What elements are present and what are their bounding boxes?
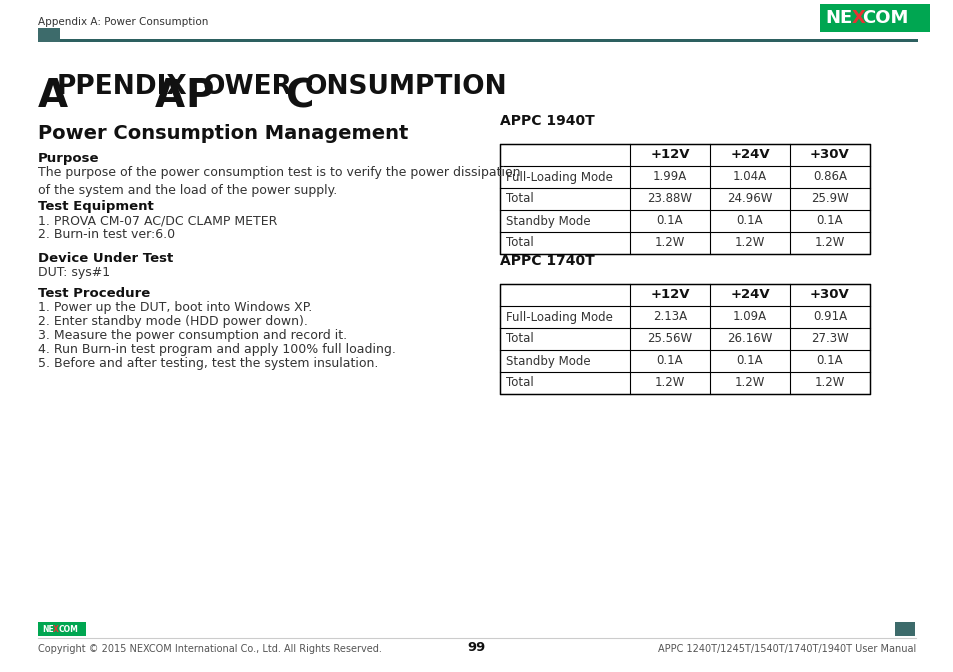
Text: 0.1A: 0.1A (656, 214, 682, 228)
Text: 5. Before and after testing, test the system insulation.: 5. Before and after testing, test the sy… (38, 357, 378, 370)
Text: 1.2W: 1.2W (654, 237, 684, 249)
Text: The purpose of the power consumption test is to verify the power dissipation
of : The purpose of the power consumption tes… (38, 166, 520, 197)
Text: Copyright © 2015 NEXCOM International Co., Ltd. All Rights Reserved.: Copyright © 2015 NEXCOM International Co… (38, 644, 381, 654)
Text: PPENDIX: PPENDIX (57, 74, 188, 100)
Text: 0.91A: 0.91A (812, 310, 846, 323)
Text: OWER: OWER (203, 74, 293, 100)
Text: ONSUMPTION: ONSUMPTION (305, 74, 507, 100)
Text: 2.13A: 2.13A (652, 310, 686, 323)
Text: Total: Total (505, 333, 533, 345)
Text: Standby Mode: Standby Mode (505, 355, 590, 368)
Text: +24V: +24V (729, 149, 769, 161)
Text: X: X (851, 9, 865, 27)
Text: Full-Loading Mode: Full-Loading Mode (505, 171, 612, 183)
Text: 0.1A: 0.1A (736, 214, 762, 228)
Text: NE: NE (42, 624, 53, 634)
Bar (38, 622, 86, 636)
Text: COM: COM (59, 624, 79, 634)
Text: P: P (185, 77, 213, 115)
Text: 99: 99 (467, 641, 486, 654)
Text: 0.86A: 0.86A (812, 171, 846, 183)
Bar (38, 39, 917, 42)
Text: :: : (170, 74, 180, 100)
Text: APPC 1940T: APPC 1940T (499, 114, 594, 128)
Text: 1.09A: 1.09A (732, 310, 766, 323)
Text: 27.3W: 27.3W (810, 333, 848, 345)
Bar (499, 144, 869, 254)
Text: 26.16W: 26.16W (726, 333, 772, 345)
Text: +30V: +30V (809, 288, 849, 302)
Text: 4. Run Burn-in test program and apply 100% full loading.: 4. Run Burn-in test program and apply 10… (38, 343, 395, 356)
Text: 1.2W: 1.2W (814, 376, 844, 390)
Text: A: A (154, 77, 185, 115)
Bar (894, 622, 914, 636)
Text: 1.04A: 1.04A (732, 171, 766, 183)
Text: Standby Mode: Standby Mode (505, 214, 590, 228)
Text: 0.1A: 0.1A (816, 214, 842, 228)
Text: Total: Total (505, 237, 533, 249)
Text: +24V: +24V (729, 288, 769, 302)
Bar (38, 28, 60, 42)
Text: DUT: sys#1: DUT: sys#1 (38, 266, 110, 279)
Text: X: X (53, 624, 59, 634)
Text: Test Procedure: Test Procedure (38, 287, 150, 300)
Text: 1.2W: 1.2W (734, 376, 764, 390)
Text: Full-Loading Mode: Full-Loading Mode (505, 310, 612, 323)
Text: 3. Measure the power consumption and record it.: 3. Measure the power consumption and rec… (38, 329, 347, 342)
Text: Total: Total (505, 192, 533, 206)
Text: 1. PROVA CM-07 AC/DC CLAMP METER: 1. PROVA CM-07 AC/DC CLAMP METER (38, 214, 277, 227)
Text: 2. Enter standby mode (HDD power down).: 2. Enter standby mode (HDD power down). (38, 315, 308, 328)
Text: APPC 1240T/1245T/1540T/1740T/1940T User Manual: APPC 1240T/1245T/1540T/1740T/1940T User … (657, 644, 915, 654)
Text: A: A (38, 77, 68, 115)
Text: Purpose: Purpose (38, 152, 99, 165)
Text: +30V: +30V (809, 149, 849, 161)
Text: 25.56W: 25.56W (647, 333, 692, 345)
Text: 0.1A: 0.1A (656, 355, 682, 368)
Text: Total: Total (505, 376, 533, 390)
Text: Power Consumption Management: Power Consumption Management (38, 124, 408, 143)
FancyBboxPatch shape (820, 4, 929, 32)
Text: 25.9W: 25.9W (810, 192, 848, 206)
Text: 1.99A: 1.99A (652, 171, 686, 183)
Text: Test Equipment: Test Equipment (38, 200, 153, 213)
Text: 1.2W: 1.2W (654, 376, 684, 390)
Text: 0.1A: 0.1A (816, 355, 842, 368)
Text: +12V: +12V (650, 288, 689, 302)
Text: COM: COM (862, 9, 907, 27)
Bar (499, 284, 869, 394)
Text: APPC 1740T: APPC 1740T (499, 254, 594, 268)
Text: Device Under Test: Device Under Test (38, 252, 173, 265)
Text: 24.96W: 24.96W (726, 192, 772, 206)
Text: 2. Burn-in test ver:6.0: 2. Burn-in test ver:6.0 (38, 228, 175, 241)
Text: 23.88W: 23.88W (647, 192, 692, 206)
Text: 1.2W: 1.2W (734, 237, 764, 249)
Text: 0.1A: 0.1A (736, 355, 762, 368)
Text: +12V: +12V (650, 149, 689, 161)
Text: C: C (285, 77, 314, 115)
Text: 1. Power up the DUT, boot into Windows XP.: 1. Power up the DUT, boot into Windows X… (38, 301, 312, 314)
Text: 1.2W: 1.2W (814, 237, 844, 249)
Text: NE: NE (824, 9, 851, 27)
Text: Appendix A: Power Consumption: Appendix A: Power Consumption (38, 17, 208, 27)
